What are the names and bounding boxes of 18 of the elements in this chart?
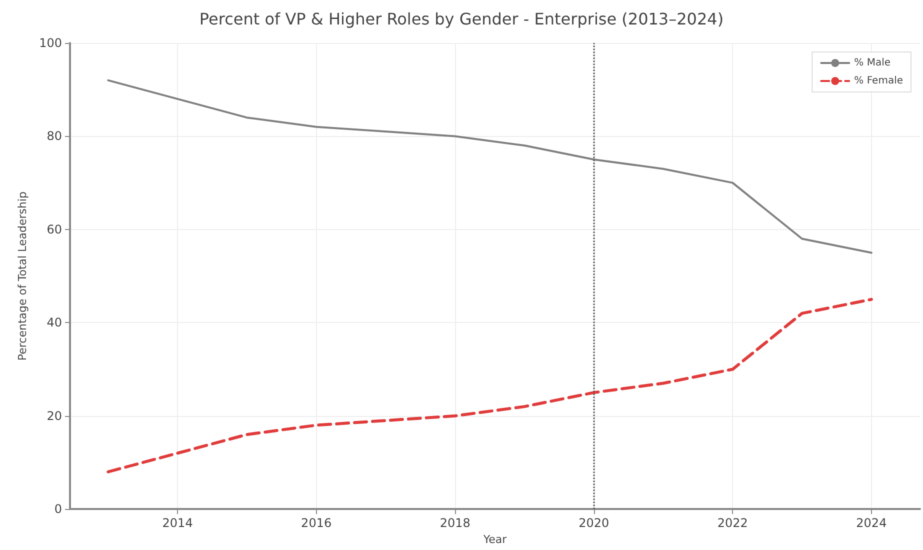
- y-tick-label: 20: [46, 408, 62, 423]
- x-tick-label: 2016: [301, 516, 332, 530]
- x-tick-label: 2020: [578, 516, 610, 530]
- legend-label: % Male: [854, 58, 891, 68]
- x-tick-label: 2018: [440, 516, 470, 530]
- x-tick-label: 2024: [856, 516, 887, 530]
- y-axis-title: Percentage of Total Leadership: [16, 191, 29, 361]
- x-axis-title: Year: [482, 533, 508, 546]
- y-tick-label: 60: [46, 222, 62, 236]
- y-tick-label: 100: [39, 36, 62, 50]
- x-tick-label: 2022: [717, 516, 748, 530]
- line-series: [106, 298, 873, 474]
- x-tick-label: 2014: [162, 516, 193, 530]
- y-tick-label: 40: [46, 316, 62, 330]
- chart-title: Percent of VP & Higher Roles by Gender - Enterprise (2013–2024): [199, 10, 724, 28]
- y-tick-label: 80: [46, 129, 62, 144]
- legend-label: % Female: [854, 76, 904, 86]
- y-tick-label: 0: [54, 502, 62, 516]
